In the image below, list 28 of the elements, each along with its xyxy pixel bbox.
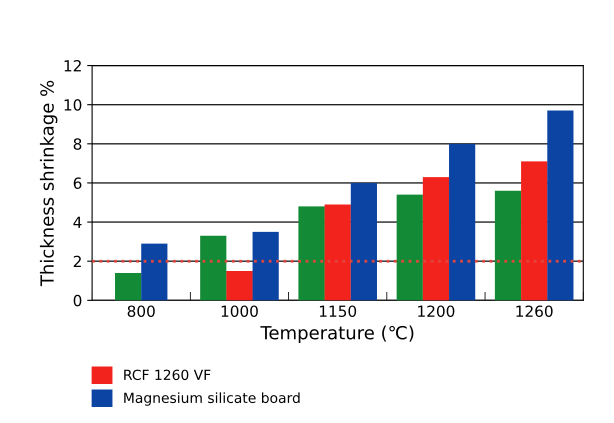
bar bbox=[200, 236, 226, 300]
bar bbox=[350, 182, 377, 300]
y-tick-label: 0 bbox=[74, 294, 82, 306]
y-tick-label: 8 bbox=[74, 138, 82, 150]
x-tick-label: 1000 bbox=[222, 305, 258, 318]
bar bbox=[449, 144, 476, 300]
x-tick-label: 800 bbox=[128, 305, 155, 318]
bar bbox=[396, 194, 423, 300]
y-tick-label: 10 bbox=[64, 99, 82, 111]
legend-label: Magnesium silicate board bbox=[124, 392, 300, 406]
y-tick-label: 6 bbox=[74, 177, 82, 189]
legend-label: RCF 1260 VF bbox=[124, 370, 210, 380]
bar bbox=[298, 206, 325, 300]
bar bbox=[324, 204, 351, 300]
x-axis-title: Temperature (℃) bbox=[260, 326, 414, 344]
x-tick-label: 1150 bbox=[320, 305, 356, 318]
bar bbox=[422, 177, 450, 300]
y-tick-label: 2 bbox=[74, 256, 81, 268]
y-axis-title: Thickness shrinkage % bbox=[40, 80, 58, 286]
bar bbox=[547, 110, 574, 300]
y-tick-label: 12 bbox=[64, 60, 81, 72]
bar bbox=[252, 232, 279, 300]
x-tick-label: 1260 bbox=[516, 305, 553, 318]
x-tick-label: 1200 bbox=[418, 305, 454, 318]
y-tick-label: 4 bbox=[73, 216, 82, 228]
bar bbox=[521, 161, 548, 300]
bar bbox=[226, 270, 253, 300]
bar bbox=[494, 190, 522, 300]
